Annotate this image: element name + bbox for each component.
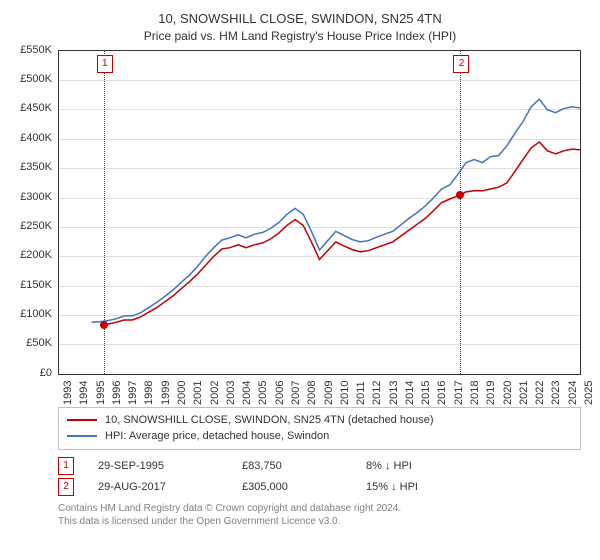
x-tick-label: 2005: [257, 380, 269, 404]
x-tick-label: 2016: [436, 380, 448, 404]
plot-wrapper: 12 £0 £50K £100K £150K £200K £250K £300K £350K £…: [12, 50, 588, 405]
chart-title: 10, SNOWSHILL CLOSE, SWINDON, SN25 4TN: [12, 10, 588, 28]
event-row-num: 1: [58, 457, 74, 475]
event-table: 1 29-SEP-1995 £83,750 8% ↓ HPI 2 29-AUG-2017 £…: [58, 456, 581, 498]
x-tick-label: 1999: [160, 380, 172, 404]
x-tick-label: 2003: [225, 380, 237, 404]
legend-swatch: [67, 419, 97, 421]
y-tick-label: £50K: [12, 337, 52, 349]
x-tick-label: 2017: [453, 380, 465, 404]
x-tick-label: 1995: [95, 380, 107, 404]
chart-subtitle: Price paid vs. HM Land Registry's House …: [12, 28, 588, 44]
event-row-price: £83,750: [242, 456, 342, 477]
y-tick-label: £100K: [12, 308, 52, 320]
y-tick-label: £350K: [12, 161, 52, 173]
x-tick-label: 2000: [176, 380, 188, 404]
event-row: 1 29-SEP-1995 £83,750 8% ↓ HPI: [58, 456, 581, 477]
x-tick-label: 2019: [485, 380, 497, 404]
series-hpi: [92, 99, 580, 322]
x-tick-label: 2018: [469, 380, 481, 404]
x-tick-label: 2022: [534, 380, 546, 404]
x-tick-label: 2001: [192, 380, 204, 404]
event-row-pct: 8% ↓ HPI: [366, 456, 486, 477]
license-line-2: This data is licensed under the Open Gov…: [58, 515, 588, 529]
series-price_paid: [104, 142, 580, 325]
y-tick-label: £0: [12, 367, 52, 379]
x-tick-label: 1994: [78, 380, 90, 404]
plot-area: 12: [58, 50, 581, 375]
event-dot: [456, 191, 464, 199]
license-line-1: Contains HM Land Registry data © Crown c…: [58, 502, 588, 516]
y-tick-label: £200K: [12, 249, 52, 261]
x-tick-label: 2023: [550, 380, 562, 404]
legend-label: 10, SNOWSHILL CLOSE, SWINDON, SN25 4TN (…: [105, 412, 434, 429]
x-tick-label: 2014: [404, 380, 416, 404]
event-dot: [100, 321, 108, 329]
legend-item: 10, SNOWSHILL CLOSE, SWINDON, SN25 4TN (…: [67, 412, 572, 429]
event-row: 2 29-AUG-2017 £305,000 15% ↓ HPI: [58, 477, 581, 498]
x-tick-label: 2012: [371, 380, 383, 404]
x-tick-label: 2013: [388, 380, 400, 404]
x-tick-label: 2006: [274, 380, 286, 404]
event-row-num: 2: [58, 478, 74, 496]
x-tick-label: 2010: [339, 380, 351, 404]
x-tick-label: 2015: [420, 380, 432, 404]
x-tick-label: 2004: [241, 380, 253, 404]
x-tick-label: 2002: [209, 380, 221, 404]
x-tick-label: 2007: [290, 380, 302, 404]
y-tick-label: £250K: [12, 220, 52, 232]
series-svg: [59, 51, 580, 374]
x-tick-label: 2011: [355, 381, 367, 405]
x-tick-label: 1993: [62, 380, 74, 404]
x-tick-label: 1996: [111, 380, 123, 404]
y-tick-label: £150K: [12, 279, 52, 291]
y-tick-label: £300K: [12, 191, 52, 203]
event-row-date: 29-AUG-2017: [98, 477, 218, 498]
x-tick-label: 1997: [127, 380, 139, 404]
event-row-date: 29-SEP-1995: [98, 456, 218, 477]
event-row-price: £305,000: [242, 477, 342, 498]
x-tick-label: 2024: [567, 380, 579, 404]
x-tick-label: 2009: [323, 380, 335, 404]
y-tick-label: £500K: [12, 73, 52, 85]
x-tick-label: 2008: [306, 380, 318, 404]
event-row-pct: 15% ↓ HPI: [366, 477, 486, 498]
y-tick-label: £550K: [12, 44, 52, 56]
x-tick-label: 2020: [502, 380, 514, 404]
legend-item: HPI: Average price, detached house, Swin…: [67, 428, 572, 445]
x-tick-label: 1998: [143, 380, 155, 404]
x-tick-label: 2021: [518, 380, 530, 404]
y-tick-label: £400K: [12, 132, 52, 144]
legend-swatch: [67, 435, 97, 437]
legend: 10, SNOWSHILL CLOSE, SWINDON, SN25 4TN (…: [58, 407, 581, 450]
y-tick-label: £450K: [12, 102, 52, 114]
license-text: Contains HM Land Registry data © Crown c…: [58, 502, 588, 529]
legend-label: HPI: Average price, detached house, Swin…: [105, 428, 329, 445]
x-tick-label: 2025: [583, 380, 595, 404]
